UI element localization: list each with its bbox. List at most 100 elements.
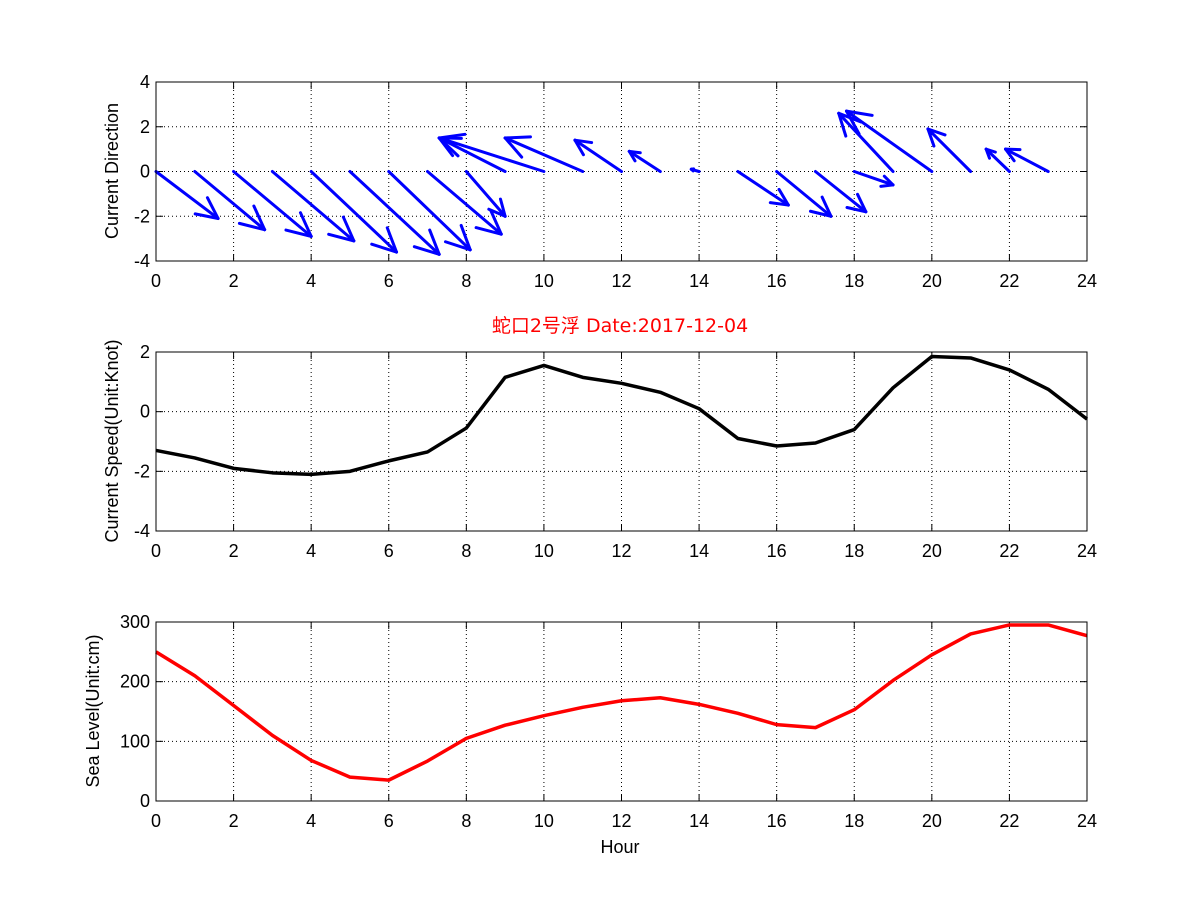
current-vector-arrow bbox=[573, 138, 623, 173]
arrow-head bbox=[689, 167, 695, 173]
speed-x-tick-label: 6 bbox=[384, 541, 394, 561]
arrow-shaft bbox=[852, 170, 895, 187]
arrow-head bbox=[573, 138, 594, 145]
speed-x-tick-label: 24 bbox=[1077, 541, 1097, 561]
arrow-head bbox=[856, 192, 868, 214]
arrow-shaft bbox=[1004, 147, 1050, 173]
speed-x-tick-label: 16 bbox=[767, 541, 787, 561]
arrow-shaft bbox=[232, 170, 313, 238]
hour-axis-label: Hour bbox=[600, 837, 639, 857]
speed-x-tick-label: 0 bbox=[151, 541, 161, 561]
arrow-head bbox=[984, 147, 992, 160]
direction-x-tick-label: 2 bbox=[229, 271, 239, 291]
arrow-head bbox=[489, 208, 503, 236]
current-vector-arrow bbox=[984, 147, 1011, 173]
direction-x-tick-label: 14 bbox=[689, 271, 709, 291]
arrow-head bbox=[412, 245, 441, 256]
direction-x-tick-label: 10 bbox=[534, 271, 554, 291]
arrow-head bbox=[443, 240, 472, 252]
arrow-shaft bbox=[984, 147, 1011, 173]
direction-y-tick-label: -4 bbox=[134, 251, 150, 271]
arrow-shaft bbox=[348, 170, 441, 256]
speed-y-tick-label: 2 bbox=[140, 342, 150, 362]
arrow-head bbox=[808, 209, 833, 218]
arrow-head bbox=[844, 109, 874, 117]
current-speed-line bbox=[155, 354, 1089, 477]
direction-x-tick-label: 20 bbox=[922, 271, 942, 291]
speed-x-tick-label: 18 bbox=[844, 541, 864, 561]
current-vector-arrow bbox=[627, 149, 662, 173]
current-vector-arrow bbox=[1004, 147, 1050, 173]
arrow-shaft bbox=[426, 170, 503, 236]
current-vector-arrow bbox=[309, 170, 399, 254]
speed-x-tick-label: 20 bbox=[922, 541, 942, 561]
current-vector-arrow bbox=[736, 170, 790, 207]
figure-title: 蛇口2号浮 Date:2017-12-04 bbox=[492, 315, 748, 337]
current-vector-arrow bbox=[926, 127, 973, 173]
arrow-head bbox=[327, 232, 356, 243]
arrow-shaft bbox=[193, 170, 267, 232]
arrow-shaft bbox=[464, 170, 507, 218]
arrow-head bbox=[926, 127, 947, 137]
arrow-head bbox=[437, 132, 467, 140]
arrow-head bbox=[498, 197, 507, 218]
direction-y-tick-label: 2 bbox=[140, 117, 150, 137]
arrow-head bbox=[252, 204, 267, 232]
direction-x-tick-label: 12 bbox=[611, 271, 631, 291]
arrow-head bbox=[882, 174, 895, 187]
direction-y-tick-label: 4 bbox=[140, 72, 150, 92]
speed-x-tick-label: 22 bbox=[999, 541, 1019, 561]
current-vector-arrow bbox=[844, 109, 934, 173]
sea-level-plot-area bbox=[156, 622, 1087, 801]
arrow-head bbox=[474, 226, 503, 236]
direction-y-tick-label: -2 bbox=[134, 206, 150, 226]
arrow-shaft bbox=[813, 170, 868, 214]
arrow-head bbox=[193, 212, 220, 220]
arrow-head bbox=[284, 228, 313, 238]
sea-level-x-tick-label: 22 bbox=[999, 811, 1019, 831]
speed-y-tick-label: -2 bbox=[134, 461, 150, 481]
current-vector-arrow bbox=[852, 170, 895, 188]
arrow-head bbox=[341, 215, 356, 243]
arrow-head bbox=[837, 111, 848, 138]
current-vector-arrow bbox=[387, 170, 472, 252]
arrow-shaft bbox=[627, 149, 662, 173]
direction-x-tick-label: 6 bbox=[384, 271, 394, 291]
arrow-shaft bbox=[270, 170, 356, 243]
direction-x-tick-label: 16 bbox=[767, 271, 787, 291]
sea-level-x-tick-label: 0 bbox=[151, 811, 161, 831]
arrow-head bbox=[428, 228, 441, 256]
arrow-head bbox=[237, 221, 267, 232]
sea-level-x-tick-label: 10 bbox=[534, 811, 554, 831]
current-vector-arrow bbox=[232, 170, 313, 238]
sea-level-x-tick-label: 20 bbox=[922, 811, 942, 831]
arrow-head bbox=[503, 135, 532, 140]
current-vector-arrow bbox=[689, 167, 701, 173]
arrow-head bbox=[845, 205, 868, 214]
sea-level-x-tick-label: 8 bbox=[461, 811, 471, 831]
speed-x-tick-label: 2 bbox=[229, 541, 239, 561]
arrow-shaft bbox=[844, 109, 934, 173]
speed-y-tick-label: 0 bbox=[140, 402, 150, 422]
sea-level-x-tick-label: 18 bbox=[844, 811, 864, 831]
arrow-head bbox=[879, 183, 895, 188]
arrow-shaft bbox=[775, 170, 833, 218]
current-vector-arrow bbox=[464, 170, 507, 218]
sea-level-y-tick-label: 100 bbox=[120, 731, 150, 751]
sea-level-x-tick-label: 24 bbox=[1077, 811, 1097, 831]
sea-level-x-tick-label: 4 bbox=[306, 811, 316, 831]
arrow-head bbox=[768, 201, 790, 207]
current-vector-arrow bbox=[348, 170, 441, 256]
arrow-head bbox=[926, 127, 936, 148]
direction-x-tick-label: 22 bbox=[999, 271, 1019, 291]
sea-level-x-tick-label: 12 bbox=[611, 811, 631, 831]
arrow-shaft bbox=[387, 170, 472, 252]
sea-level-x-tick-label: 6 bbox=[384, 811, 394, 831]
current-vector-arrow bbox=[775, 170, 833, 218]
direction-axes-frame bbox=[155, 81, 1088, 262]
arrow-head bbox=[205, 196, 220, 220]
arrow-head bbox=[627, 149, 637, 163]
arrow-shaft bbox=[437, 136, 546, 173]
